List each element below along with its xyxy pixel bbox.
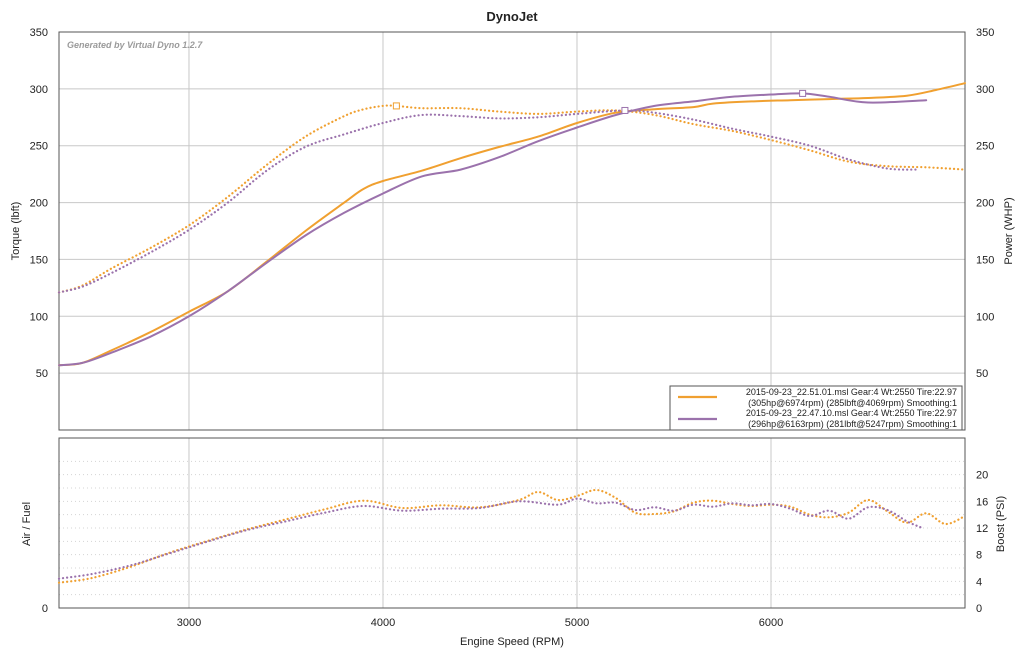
main-run1_power-line: [58, 82, 966, 367]
legend: 2015-09-23_22.51.01.msl Gear:4 Wt:2550 T…: [669, 385, 963, 431]
main-run2_torque-line: [57, 109, 918, 294]
y-tick-left-5: 300: [30, 84, 48, 96]
y-axis-label-left: Torque (lbft): [10, 202, 22, 261]
main-panel-grid: [59, 32, 965, 430]
x-tick-label-2: 5000: [565, 617, 589, 629]
sub-left-tick-0: 0: [42, 603, 48, 615]
main-right-ticks: 50 100 150 200 250 300 350: [976, 27, 994, 380]
y-tick-right-1: 100: [976, 311, 994, 323]
run1-torque-peak-marker: [392, 102, 400, 110]
sub-y-tick-right-4: 16: [976, 496, 988, 508]
main-left-ticks: 50 100 150 200 250 300 350: [30, 27, 48, 380]
y-tick-left-1: 100: [30, 311, 48, 323]
x-axis-label: Engine Speed (RPM): [460, 636, 564, 648]
x-tick-label-0: 3000: [177, 617, 201, 629]
sub-right-ticks: 0 4 8 12 16 20: [976, 470, 988, 615]
y-tick-left-0: 50: [36, 368, 48, 380]
sub-y-tick-right-5: 20: [976, 470, 988, 482]
x-tick-label-1: 4000: [371, 617, 395, 629]
main-series-group: [57, 82, 967, 367]
sub-y-tick-right-2: 8: [976, 550, 982, 562]
sub-run1_boost-line: [57, 488, 967, 584]
sub-y-axis-label-right: Boost (PSI): [995, 496, 1007, 552]
main-run2_power-line: [58, 92, 928, 367]
x-axis-ticks: 3000 4000 5000 6000: [177, 617, 783, 629]
run2-torque-peak-marker: [621, 106, 629, 114]
x-tick-label-3: 6000: [759, 617, 783, 629]
y-tick-right-4: 250: [976, 141, 994, 153]
legend-run1-line2: (305hp@6974rpm) (285lbft@4069rpm) Smooth…: [748, 398, 957, 408]
sub-series-group: [57, 488, 967, 584]
legend-box: [669, 385, 963, 431]
y-tick-right-2: 150: [976, 254, 994, 266]
y-tick-right-5: 300: [976, 84, 994, 96]
main-panel-frame: [58, 31, 966, 431]
y-tick-left-3: 200: [30, 198, 48, 210]
y-tick-left-2: 150: [30, 254, 48, 266]
watermark: Generated by Virtual Dyno 1.2.7: [67, 40, 203, 50]
y-tick-left-6: 350: [30, 27, 48, 39]
sub-y-axis-label-left: Air / Fuel: [21, 502, 33, 546]
sub-y-tick-right-1: 4: [976, 576, 982, 588]
sub-run2_boost-line: [57, 497, 924, 580]
legend-run2-line2: (296hp@6163rpm) (281lbft@5247rpm) Smooth…: [748, 419, 957, 429]
y-axis-label-right: Power (WHP): [1003, 197, 1015, 264]
run2-power-peak-marker: [799, 89, 807, 97]
main-run1_torque-line: [57, 104, 967, 294]
sub-panel-grid: [59, 438, 965, 608]
sub-panel-frame: [58, 437, 966, 609]
legend-run2-line1: 2015-09-23_22.47.10.msl Gear:4 Wt:2550 T…: [746, 408, 957, 418]
sub-y-tick-right-0: 0: [976, 603, 982, 615]
legend-run1-line1: 2015-09-23_22.51.01.msl Gear:4 Wt:2550 T…: [746, 387, 957, 397]
y-tick-right-0: 50: [976, 368, 988, 380]
chart-title: DynoJet: [486, 9, 538, 24]
y-tick-right-3: 200: [976, 198, 994, 210]
sub-y-tick-right-3: 12: [976, 523, 988, 535]
y-tick-left-4: 250: [30, 141, 48, 153]
y-tick-right-6: 350: [976, 27, 994, 39]
